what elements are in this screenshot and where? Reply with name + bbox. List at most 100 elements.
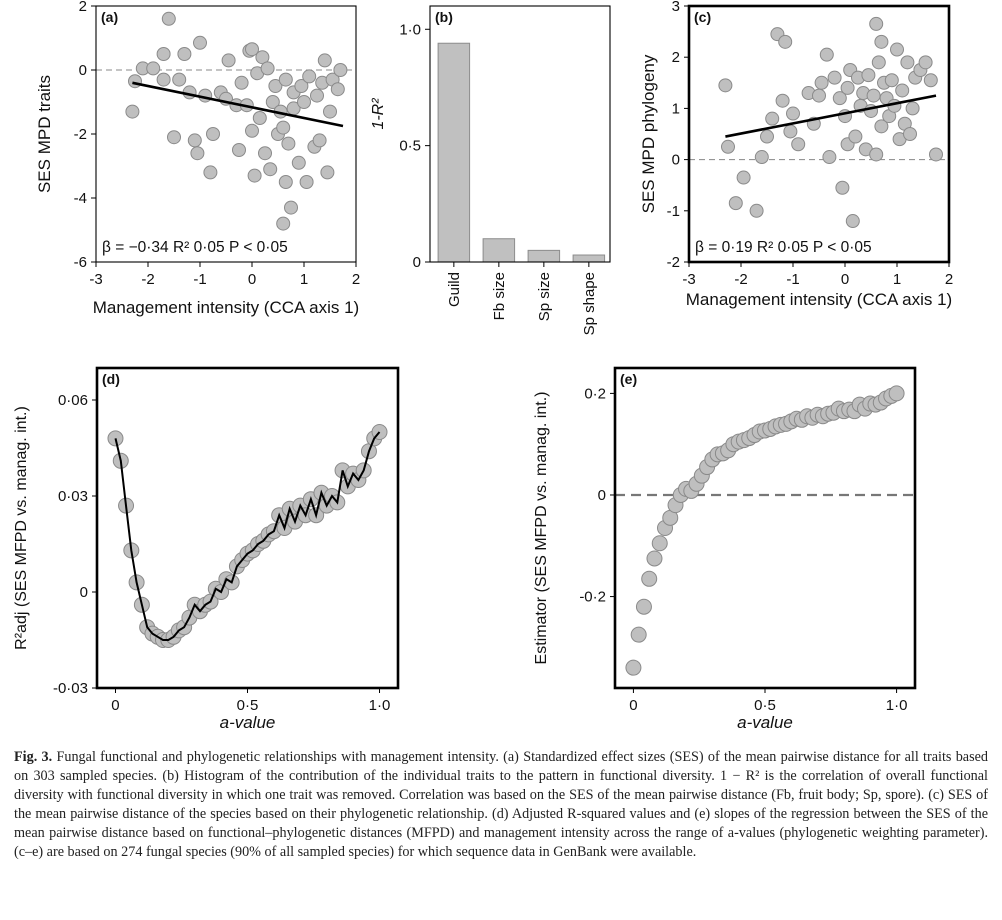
panel-c-point — [869, 16, 884, 31]
panel-d-x-axis-title: a-value — [220, 713, 276, 732]
panel-a-x-axis-title: Management intensity (CCA axis 1) — [93, 298, 359, 317]
panel-e-y-tick-label: 0 — [598, 487, 606, 504]
panel-b-bar — [572, 254, 606, 263]
panel-a-label: (a) — [101, 9, 118, 25]
panel-c-point — [775, 93, 790, 108]
panel-c-point — [890, 42, 904, 57]
panel-c-point — [884, 73, 899, 88]
panel-a-y-tick-label: -4 — [74, 190, 87, 207]
caption-text: Fungal functional and phylogenetic relat… — [14, 749, 989, 860]
panel-e-label: (e) — [620, 371, 637, 387]
figure-canvas: -3 -2 -1 0 1 2-6-4-202(a)β = −0·34 R² 0·05 P … — [13, 0, 953, 732]
panel-a-point — [156, 72, 171, 87]
panel-c-x-tick-label: -2 — [734, 271, 747, 288]
panel-a-point — [161, 11, 176, 26]
panel-c-frame — [687, 4, 951, 264]
panel-c-point — [918, 55, 933, 70]
panel-a-point — [172, 72, 187, 87]
panel-c-point — [778, 34, 793, 49]
panel-b-bar — [437, 42, 471, 263]
panel-d-y-tick-label: -0·03 — [53, 680, 88, 697]
panel-b-y-axis-title: 1-R² — [370, 98, 387, 130]
panel-d-frame — [95, 366, 400, 690]
panel-c-x-axis-title: Management intensity (CCA axis 1) — [686, 290, 952, 309]
panel-e-x-axis-title: a-value — [737, 713, 793, 732]
panel-c-y-tick-label: 3 — [672, 0, 680, 15]
panel-a-point — [317, 53, 332, 68]
panel-e-x-tick-label: 0 — [629, 697, 637, 714]
panel-c-point — [760, 129, 774, 144]
panel-a-point — [177, 47, 192, 61]
panel-b-category-label: Fb size — [491, 272, 508, 320]
panel-c-point — [736, 170, 751, 185]
panel-c-y-tick-label: 0 — [672, 152, 680, 169]
panel-e-point — [630, 626, 647, 643]
panel-a-y-tick-label: 2 — [79, 0, 87, 15]
panel-a-point — [323, 104, 337, 119]
panel-c-label: (c) — [694, 9, 711, 25]
panel-a-point — [320, 165, 335, 180]
panel-b-label: (b) — [435, 9, 453, 25]
panel-a-point — [291, 155, 306, 170]
panel-d-x-tick-label: 0·5 — [237, 697, 259, 714]
panel-b-category-label: Sp size — [536, 272, 553, 321]
panel-a-point — [299, 175, 314, 189]
panel-a-point — [221, 53, 236, 68]
panel-e-point — [651, 535, 668, 552]
panel-e-x-tick-label: 1·0 — [886, 697, 908, 714]
panel-a-point — [156, 47, 171, 61]
panel-a-y-axis-title: SES MPD traits — [35, 75, 54, 193]
figure-caption: Fig. 3. Fungal functional and phylogenet… — [14, 748, 988, 862]
panel-a-point — [312, 133, 327, 148]
panel-e-point — [641, 570, 658, 587]
panel-c-point — [754, 150, 769, 165]
panel-e-point — [646, 550, 663, 567]
panel-a-x-tick-label: -3 — [89, 271, 102, 288]
panel-a-point — [167, 130, 181, 145]
panel-e-point — [625, 659, 642, 676]
panel-a-point — [247, 168, 262, 183]
panel-a-point — [263, 162, 278, 177]
panel-c-x-tick-label: 1 — [893, 271, 901, 288]
panel-c-point — [728, 196, 743, 211]
panel-a-y-tick-label: 0 — [79, 62, 87, 79]
panel-a-point — [302, 69, 317, 84]
panel-c-point — [814, 75, 829, 90]
panel-a-point — [234, 75, 249, 90]
panel-a-point — [193, 35, 207, 50]
panel-a-point — [232, 143, 246, 157]
panel-c-y-tick-label: 2 — [672, 49, 680, 66]
panel-c-point — [812, 88, 826, 103]
panel-a-point — [276, 216, 291, 231]
panel-c-point — [903, 127, 917, 141]
panel-a-point — [206, 127, 220, 141]
panel-a-point — [203, 165, 218, 180]
panel-b-y-tick-label: 1·0 — [399, 21, 421, 38]
panel-c-point — [845, 214, 860, 229]
panel-a-y-tick-label: -6 — [74, 254, 87, 271]
caption-lead: Fig. 3. — [14, 749, 53, 765]
panel-c-point — [874, 34, 889, 49]
panel-c-point — [835, 180, 850, 195]
panel-a-regression-line — [132, 81, 344, 128]
panel-a-x-tick-label: 0 — [248, 271, 256, 288]
panel-d-y-tick-label: 0 — [80, 584, 88, 601]
panel-a-point — [245, 42, 259, 57]
panel-c-point — [900, 55, 915, 70]
panel-c-annotation: β = 0·19 R² 0·05 P < 0·05 — [695, 239, 872, 256]
panel-c-point — [783, 124, 798, 139]
panel-a-point — [284, 200, 298, 215]
panel-a-point — [255, 50, 270, 65]
panel-c-point — [822, 150, 837, 165]
panel-d-y-tick-label: 0·03 — [58, 488, 88, 505]
panel-a-point — [297, 95, 311, 109]
panel-a-point — [278, 72, 293, 87]
panel-e-point — [888, 385, 905, 402]
panel-c-x-tick-label: -1 — [786, 271, 799, 288]
panel-c-y-tick-label: 1 — [672, 100, 680, 117]
panel-c-point — [840, 80, 855, 95]
panel-a-x-tick-label: 2 — [352, 271, 360, 288]
panel-a-point — [294, 79, 309, 93]
panel-c-point — [786, 106, 800, 121]
panel-d-series-line — [114, 431, 381, 641]
